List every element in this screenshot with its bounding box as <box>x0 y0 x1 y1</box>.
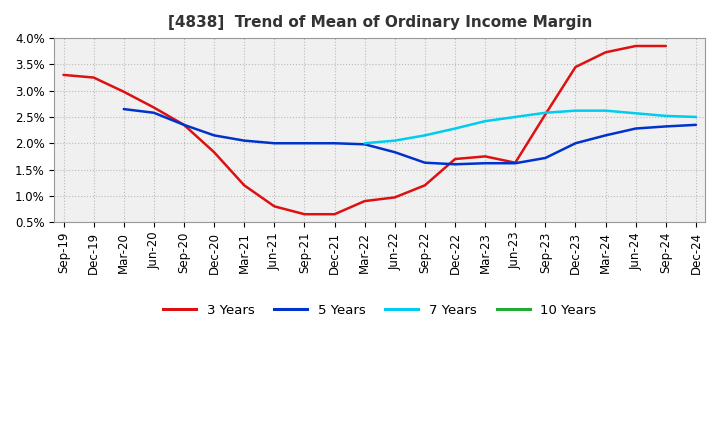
5 Years <box>120 106 128 112</box>
3 Years <box>120 89 128 94</box>
Line: 5 Years: 5 Years <box>124 109 696 164</box>
7 Years <box>511 114 520 120</box>
7 Years <box>601 108 610 113</box>
5 Years <box>420 160 429 165</box>
3 Years <box>360 198 369 204</box>
3 Years <box>420 183 429 188</box>
3 Years <box>210 150 218 155</box>
7 Years <box>692 114 701 120</box>
5 Years <box>601 133 610 138</box>
5 Years <box>541 155 549 161</box>
5 Years <box>270 141 279 146</box>
3 Years <box>59 72 68 77</box>
5 Years <box>481 161 490 166</box>
5 Years <box>150 110 158 115</box>
5 Years <box>240 138 248 143</box>
3 Years <box>481 154 490 159</box>
3 Years <box>330 212 339 217</box>
5 Years <box>451 161 459 167</box>
5 Years <box>180 122 189 128</box>
3 Years <box>511 160 520 165</box>
5 Years <box>511 161 520 166</box>
3 Years <box>240 183 248 188</box>
5 Years <box>571 141 580 146</box>
7 Years <box>451 126 459 131</box>
5 Years <box>210 133 218 138</box>
5 Years <box>692 122 701 128</box>
7 Years <box>420 133 429 138</box>
Line: 7 Years: 7 Years <box>364 110 696 143</box>
Legend: 3 Years, 5 Years, 7 Years, 10 Years: 3 Years, 5 Years, 7 Years, 10 Years <box>158 299 601 322</box>
5 Years <box>631 126 640 131</box>
3 Years <box>150 105 158 110</box>
3 Years <box>390 195 399 200</box>
5 Years <box>390 150 399 155</box>
3 Years <box>89 75 98 80</box>
3 Years <box>451 156 459 161</box>
3 Years <box>571 64 580 70</box>
7 Years <box>481 118 490 124</box>
3 Years <box>662 44 670 49</box>
7 Years <box>631 110 640 116</box>
5 Years <box>360 142 369 147</box>
7 Years <box>662 113 670 118</box>
7 Years <box>360 141 369 146</box>
7 Years <box>541 110 549 115</box>
7 Years <box>390 138 399 143</box>
Title: [4838]  Trend of Mean of Ordinary Income Margin: [4838] Trend of Mean of Ordinary Income … <box>168 15 592 30</box>
5 Years <box>330 141 339 146</box>
5 Years <box>300 141 309 146</box>
3 Years <box>541 112 549 117</box>
Line: 3 Years: 3 Years <box>63 46 666 214</box>
3 Years <box>601 50 610 55</box>
5 Years <box>662 124 670 129</box>
3 Years <box>631 44 640 49</box>
7 Years <box>571 108 580 113</box>
3 Years <box>270 204 279 209</box>
3 Years <box>180 122 189 128</box>
3 Years <box>300 212 309 217</box>
